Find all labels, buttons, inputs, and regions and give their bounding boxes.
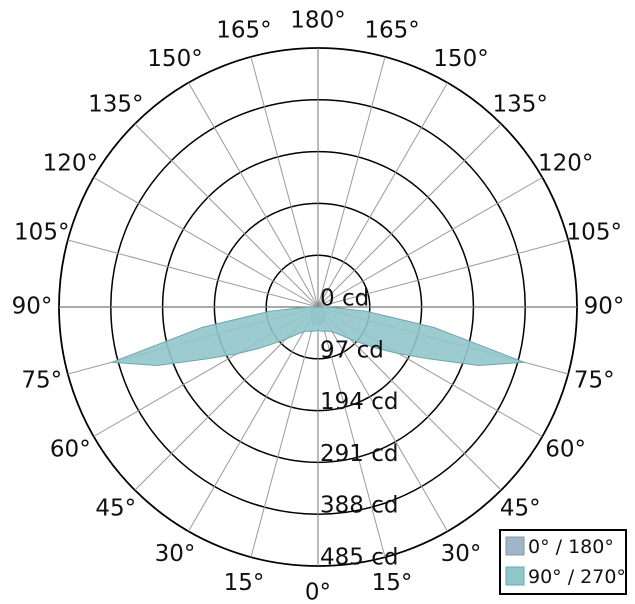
angle-label-right-30: 30° (441, 541, 482, 567)
angle-label-left-90: 90° (12, 294, 53, 320)
ring-label-4: 388 cd (320, 493, 398, 519)
radial-gridline-left-30 (188, 306, 319, 532)
radial-gridline-left-120 (93, 177, 319, 308)
radial-gridline-left-150 (188, 82, 319, 308)
angle-label-left-180: 180° (290, 8, 345, 34)
radial-gridline-left-165 (250, 56, 319, 308)
radial-gridline-right-30 (317, 306, 448, 532)
angle-label-right-150: 150° (433, 46, 488, 72)
legend-label-90-270: 90° / 270° (528, 566, 626, 588)
angle-label-left-30: 30° (155, 541, 196, 567)
ring-label-1: 97 cd (320, 337, 384, 363)
angle-label-left-75: 75° (21, 368, 62, 394)
radial-gridline-right-135 (317, 123, 502, 308)
radial-gridline-right-15 (317, 306, 386, 558)
angle-label-left-105: 105° (14, 219, 69, 245)
angle-label-right-135: 135° (493, 91, 548, 117)
radial-gridline-right-105 (317, 239, 569, 308)
axis-label-layer: 0°15°30°45°60°75°90°105°120°135°150°165°… (12, 8, 625, 604)
angle-label-right-75: 75° (574, 368, 615, 394)
intensity-series-layer (111, 306, 525, 366)
angle-label-left-165: 165° (216, 17, 271, 43)
angle-label-right-120: 120° (538, 151, 593, 177)
radial-gridline-left-135 (134, 123, 319, 308)
radial-gridline-left-105 (67, 239, 319, 308)
legend-swatch-90-270 (505, 566, 525, 586)
radial-gridline-right-120 (317, 177, 543, 308)
radial-gridline-right-150 (317, 82, 448, 308)
angle-label-left-120: 120° (43, 151, 98, 177)
radial-gridline-right-165 (317, 56, 386, 308)
ring-label-5: 485 cd (320, 545, 398, 571)
angle-label-left-60: 60° (50, 437, 91, 463)
angle-label-left-0: 0° (305, 580, 331, 604)
angle-label-left-15: 15° (224, 570, 265, 596)
ring-label-2: 194 cd (320, 389, 398, 415)
angle-label-left-45: 45° (95, 496, 136, 522)
ring-label-3: 291 cd (320, 441, 398, 467)
legend: 0° / 180° 90° / 270° (499, 529, 627, 595)
angle-label-left-150: 150° (147, 46, 202, 72)
angle-label-right-105: 105° (567, 219, 622, 245)
legend-label-0-180: 0° / 180° (528, 536, 614, 558)
legend-swatch-0-180 (505, 536, 525, 556)
angle-label-right-45: 45° (500, 496, 541, 522)
angle-label-left-135: 135° (88, 91, 143, 117)
ring-label-0: 0 cd (320, 286, 369, 312)
angle-label-right-90: 90° (584, 294, 625, 320)
angle-label-right-165: 165° (364, 17, 419, 43)
series-area-1 (111, 306, 525, 366)
angle-label-right-60: 60° (545, 437, 586, 463)
angle-label-right-15: 15° (372, 570, 413, 596)
radial-gridline-left-15 (250, 306, 319, 558)
